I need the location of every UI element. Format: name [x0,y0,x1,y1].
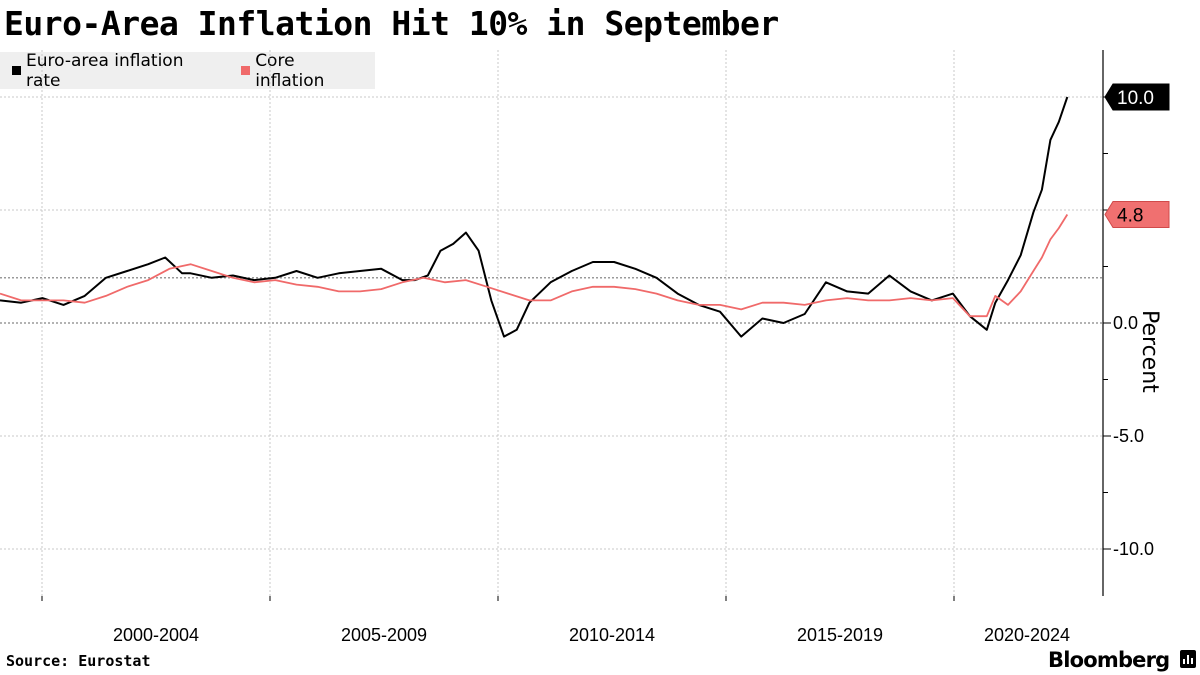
legend-swatch-core [241,66,251,75]
bloomberg-logo: Bloomberg [1048,648,1170,672]
bloomberg-chart-icon [1180,650,1196,668]
last-value-tag-core [1104,201,1170,229]
y-tick-label: -5.0 [1113,426,1144,446]
y-axis-label: Percent [1137,310,1162,393]
x-tick-label: 2010-2014 [569,625,655,645]
legend: Euro-area inflation rate Core inflation [0,51,375,91]
legend-label-core: Core inflation [255,50,325,91]
core-inflation-line [0,214,1069,318]
last-value-tag-headline [1104,83,1170,111]
x-tick-label: 2005-2009 [341,625,427,645]
x-tick-label: 2020-2024 [984,625,1070,645]
y-tick-label: -10.0 [1113,539,1154,559]
source-note: Source: Eurostat [6,652,151,670]
chart-title: Euro-Area Inflation Hit 10% in September [4,4,779,43]
legend-swatch-headline [12,66,21,75]
legend-item-core: Core inflation [241,51,369,91]
headline-inflation-line [0,96,1069,338]
legend-label-headline: Euro-area inflation rate [25,50,184,91]
y-tick-label: 0.0 [1113,313,1138,333]
x-tick-label: 2015-2019 [797,625,883,645]
last-value-label-core: 4.8 [1117,206,1143,227]
legend-item-headline: Euro-area inflation rate [12,51,223,91]
x-tick-label: 2000-2004 [113,625,199,645]
last-value-label-headline: 10.0 [1117,88,1154,109]
